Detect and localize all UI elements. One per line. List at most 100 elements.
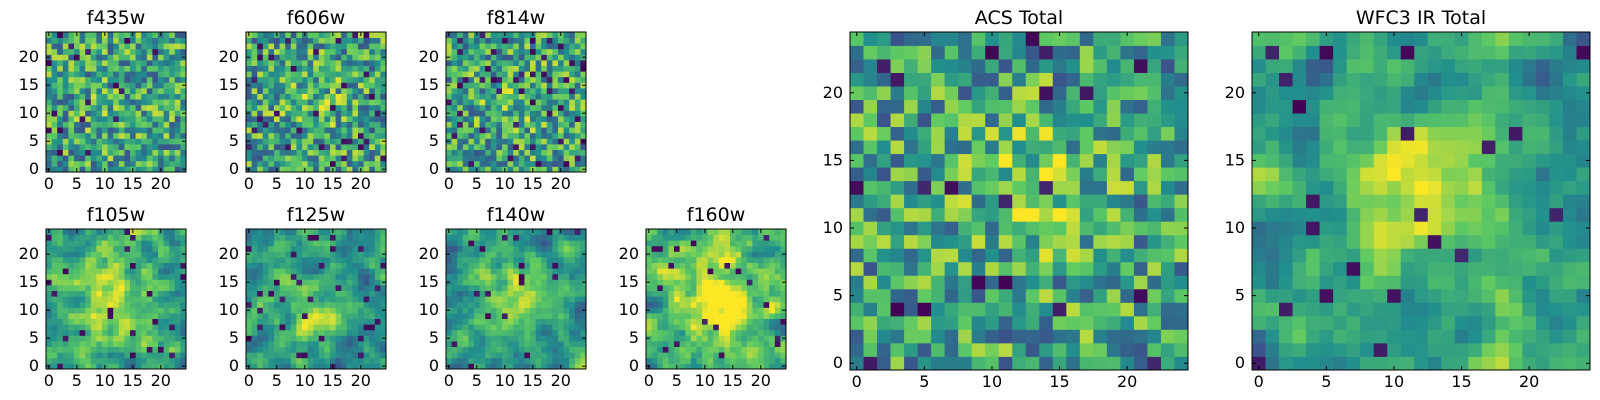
heatmap-cell — [580, 93, 587, 100]
heatmap-cell — [146, 54, 153, 61]
heatmap-cell — [152, 273, 159, 280]
heatmap-cell — [274, 240, 280, 247]
heatmap-cell — [668, 240, 675, 247]
heatmap-cell — [163, 296, 170, 303]
heatmap-cell — [490, 257, 497, 263]
heatmap-cell — [563, 301, 570, 308]
heatmap-cell — [341, 60, 348, 66]
heatmap-cell — [246, 104, 252, 111]
heatmap-cell — [574, 290, 581, 297]
heatmap-cell — [524, 71, 531, 78]
heatmap-cell — [141, 290, 148, 297]
heatmap-cell — [341, 234, 348, 241]
heatmap-cell — [363, 37, 370, 44]
heatmap-cell — [374, 301, 381, 308]
heatmap-cell — [135, 313, 142, 319]
heatmap-cell — [758, 357, 764, 364]
heatmap-cell — [741, 257, 748, 263]
heatmap-cell — [330, 127, 336, 134]
heatmap-cell — [679, 262, 686, 269]
heatmap-cell — [457, 71, 464, 78]
heatmap-cell — [580, 43, 587, 50]
heatmap-cell — [530, 121, 536, 128]
heatmap-cell — [1133, 342, 1148, 357]
heatmap-cell — [163, 37, 170, 44]
heatmap-cell — [158, 234, 164, 241]
heatmap-cell — [324, 279, 331, 286]
heatmap-cell — [535, 268, 542, 275]
heatmap-cell — [268, 82, 275, 89]
heatmap-cell — [79, 329, 86, 336]
heatmap-cell — [552, 166, 559, 173]
heatmap-cell — [135, 318, 142, 325]
heatmap-cell — [141, 160, 148, 167]
heatmap-cell — [496, 99, 503, 106]
heatmap-cell — [257, 279, 264, 286]
heatmap-cell — [113, 251, 120, 258]
heatmap-cell — [569, 357, 576, 364]
heatmap-cell — [496, 116, 503, 122]
heatmap-cell — [118, 290, 125, 297]
heatmap-cell — [124, 93, 131, 100]
heatmap-cell — [462, 240, 469, 247]
heatmap-cell — [318, 352, 325, 359]
heatmap-cell — [877, 194, 891, 209]
heatmap-cell — [763, 301, 770, 308]
heatmap-cell — [1120, 356, 1135, 371]
heatmap-cell — [713, 257, 720, 263]
x-tick-label: 0 — [644, 371, 654, 390]
heatmap-cell — [141, 240, 148, 247]
heatmap-cell — [485, 234, 492, 241]
heatmap-cell — [507, 357, 514, 364]
heatmap-cell — [574, 363, 581, 370]
x-tick-label: 10 — [295, 174, 315, 193]
heatmap-cell — [685, 229, 692, 235]
heatmap-cell — [1066, 180, 1081, 195]
heatmap-cell — [169, 132, 176, 139]
heatmap-cell — [62, 290, 69, 297]
heatmap-cell — [141, 116, 148, 122]
heatmap-cell — [274, 318, 280, 325]
heatmap-cell — [124, 166, 131, 173]
heatmap-cell — [735, 245, 742, 252]
heatmap-cell — [68, 251, 75, 258]
heatmap-cell — [79, 341, 86, 347]
heatmap-cell — [352, 296, 359, 303]
heatmap-cell — [130, 82, 136, 89]
heatmap-cell — [246, 60, 252, 66]
heatmap-cell — [685, 257, 692, 263]
heatmap-cell — [141, 82, 148, 89]
heatmap-cell — [313, 318, 320, 325]
heatmap-cell — [558, 43, 564, 50]
heatmap-cell — [62, 363, 69, 370]
heatmap-cell — [274, 149, 280, 156]
heatmap-cell — [302, 318, 308, 325]
heatmap-cell — [730, 268, 736, 275]
heatmap-cell — [507, 301, 514, 308]
heatmap-cell — [107, 48, 114, 55]
heatmap-cell — [490, 166, 497, 173]
heatmap-cell — [330, 132, 336, 139]
heatmap-cell — [62, 234, 69, 241]
heatmap-cell — [518, 166, 525, 173]
heatmap-cell — [158, 149, 164, 156]
heatmap-cell — [268, 43, 275, 50]
heatmap-cell — [763, 251, 770, 258]
heatmap-cell — [135, 279, 142, 286]
heatmap-cell — [758, 307, 764, 314]
heatmap-cell — [502, 301, 508, 308]
heatmap-cell — [251, 138, 258, 145]
heatmap-cell — [257, 32, 264, 38]
heatmap-cell — [541, 290, 548, 297]
heatmap-cell — [174, 127, 181, 134]
heatmap-cell — [62, 155, 69, 162]
heatmap-cell — [1174, 234, 1189, 249]
heatmap-cell — [158, 262, 164, 269]
heatmap-cell — [707, 301, 714, 308]
heatmap-cell — [307, 110, 314, 117]
heatmap-cell — [169, 357, 176, 364]
heatmap-cell — [662, 318, 669, 325]
heatmap-cell — [363, 54, 370, 61]
heatmap-cell — [674, 341, 680, 347]
heatmap-cell — [257, 363, 264, 370]
